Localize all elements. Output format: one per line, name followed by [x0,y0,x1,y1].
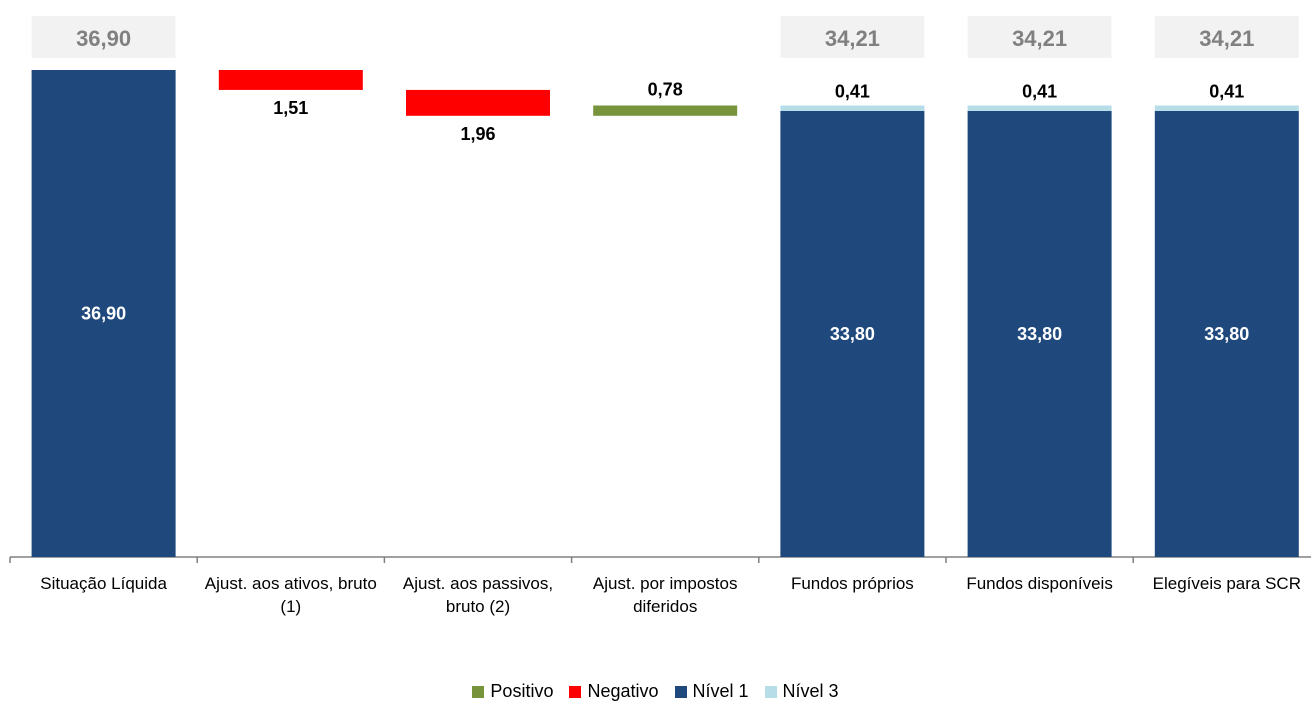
legend-item-nivel-1: Nível 1 [674,681,749,702]
category-label: Elegíveis para SCR [1153,574,1301,593]
total-label-box [1154,16,1299,58]
data-label-positivo: 0,78 [648,80,683,100]
category-label: Fundos disponíveis [966,574,1112,593]
bar-negativo [218,70,363,90]
legend-label-nivel-1: Nível 1 [692,681,749,701]
total-label-box [967,16,1112,58]
bar-nivel-1 [780,110,925,558]
category-label: Ajust. aos passivos, [403,574,553,593]
legend-swatch-negativo [569,685,582,698]
legend-item-negativo: Negativo [569,681,659,702]
category-label: bruto (2) [446,597,510,616]
legend: Positivo Negativo Nível 1 Nível 3 [0,681,1311,702]
data-label-total: 34,21 [1012,26,1067,51]
legend-label-positivo: Positivo [490,681,554,701]
legend-label-nivel-3: Nível 3 [782,681,839,701]
bar-nivel-3 [967,105,1112,111]
legend-item-nivel-3: Nível 3 [764,681,839,702]
bar-nivel-3 [780,105,925,111]
category-label: (1) [280,597,301,616]
bar-nivel-3 [1154,105,1299,111]
total-label-box [780,16,925,58]
data-label-total: 36,90 [76,26,131,51]
data-label-nivel-1: 33,80 [1204,324,1249,344]
bar-positivo [593,105,738,116]
legend-swatch-nivel-3 [764,685,777,698]
legend-swatch-positivo [472,685,485,698]
category-label: Ajust. aos ativos, bruto [205,574,377,593]
data-label-total: 34,21 [1199,26,1254,51]
data-label-nivel-1: 33,80 [1017,324,1062,344]
data-label-negativo: 1,96 [460,124,495,144]
category-label: Ajust. por impostos [593,574,738,593]
total-label-box [31,16,176,58]
bar-nivel-1 [31,70,176,557]
data-label-total: 34,21 [825,26,880,51]
legend-label-negativo: Negativo [587,681,659,701]
data-label-nivel-1: 33,80 [830,324,875,344]
bar-nivel-1 [967,110,1112,558]
category-label: diferidos [633,597,697,616]
data-label-nivel-3: 0,41 [1022,82,1057,102]
legend-swatch-nivel-1 [674,685,687,698]
data-label-negativo: 1,51 [273,98,308,118]
category-label: Fundos próprios [791,574,914,593]
category-label: Situação Líquida [40,574,167,593]
bar-negativo [406,89,550,116]
data-label-nivel-3: 0,41 [835,82,870,102]
data-label-nivel-1: 36,90 [81,304,126,324]
data-label-nivel-3: 0,41 [1209,82,1244,102]
legend-item-positivo: Positivo [472,681,553,702]
bar-nivel-1 [1154,110,1299,558]
